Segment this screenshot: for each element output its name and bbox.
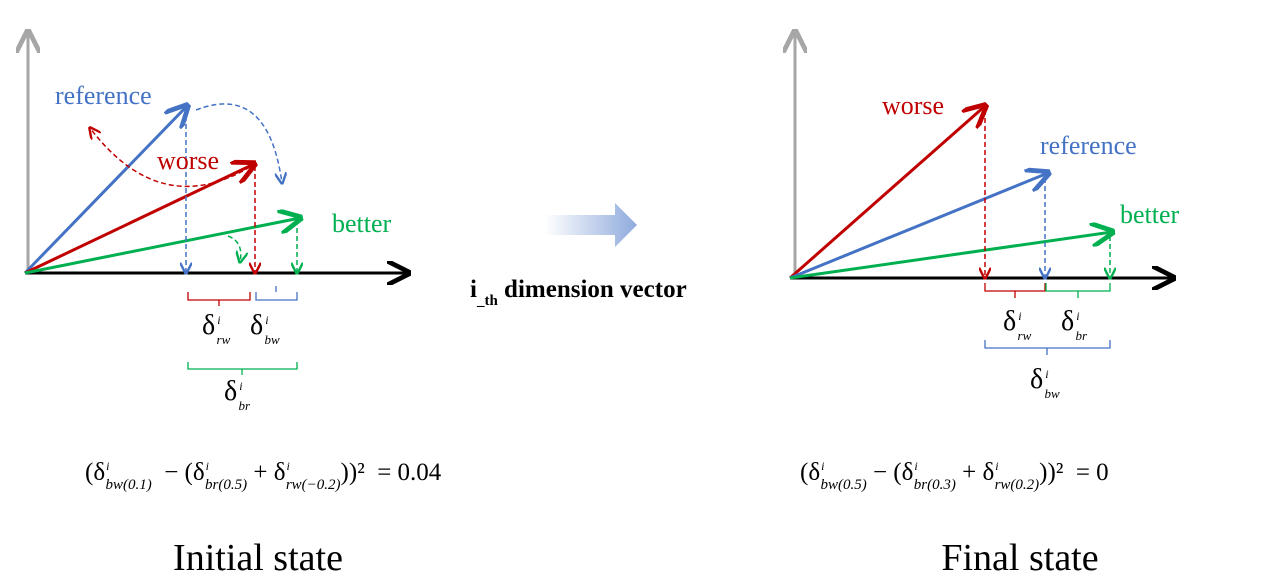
bracket bbox=[984, 340, 1111, 355]
delta: δ bbox=[224, 376, 237, 407]
sub: rw bbox=[1018, 328, 1032, 343]
formula-part: i bbox=[995, 459, 998, 473]
move-arrow bbox=[227, 235, 241, 262]
sup: i bbox=[265, 313, 268, 327]
caption: Final state bbox=[941, 537, 1098, 579]
delta: δ bbox=[1061, 306, 1074, 337]
bracket bbox=[1045, 283, 1111, 298]
vector bbox=[23, 106, 187, 275]
label-rest: dimension vector bbox=[498, 276, 687, 303]
vector bbox=[789, 106, 985, 280]
bracket bbox=[255, 286, 298, 301]
vector bbox=[789, 232, 1112, 280]
delta: δ bbox=[250, 310, 263, 341]
formula: (δi bw(0.5) − (δi br(0.3) + δi rw(0.2)))² =… bbox=[800, 459, 1109, 493]
delta-label: δ i bw bbox=[1030, 364, 1060, 401]
formula-part: (δ bbox=[800, 459, 820, 486]
vector-label: better bbox=[332, 209, 392, 238]
sup: i bbox=[1076, 309, 1079, 323]
sup: i bbox=[217, 313, 220, 327]
delta-label: δ i rw bbox=[202, 310, 231, 347]
vector-label: worse bbox=[157, 146, 219, 175]
formula-part: rw(0.2) bbox=[995, 477, 1040, 493]
formula-part: br(0.5) bbox=[205, 477, 247, 493]
vector-label: worse bbox=[882, 91, 944, 120]
bracket bbox=[187, 362, 298, 375]
sub: bw bbox=[1045, 386, 1061, 401]
caption: Initial state bbox=[173, 537, 343, 579]
vector-label: reference bbox=[55, 81, 152, 110]
delta-label: δ i br bbox=[224, 376, 251, 413]
delta-label: δ i bw bbox=[250, 310, 280, 347]
formula-part: = 0 bbox=[1063, 459, 1108, 486]
delta: δ bbox=[1003, 306, 1016, 337]
initial-panel: reference worse better δ i rw δ i bw δ i br (δ… bbox=[25, 32, 442, 579]
sup: i bbox=[239, 379, 242, 393]
formula-part: + δ bbox=[956, 459, 994, 486]
sup: i bbox=[1045, 367, 1048, 381]
formula-part: rw(−0.2) bbox=[286, 477, 341, 493]
transition-arrow bbox=[545, 203, 637, 247]
center-label: i_th dimension vector bbox=[470, 276, 687, 309]
delta-label: δ i rw bbox=[1003, 306, 1032, 343]
label-sub: _th bbox=[476, 293, 498, 309]
move-arrow bbox=[195, 103, 282, 183]
formula-part: i bbox=[106, 459, 109, 473]
formula-part: i bbox=[286, 459, 289, 473]
label-main: i bbox=[470, 276, 477, 303]
sub: br bbox=[1076, 328, 1089, 343]
delta: δ bbox=[202, 310, 215, 341]
formula-part: + δ bbox=[247, 459, 285, 486]
delta-label: δ i br bbox=[1061, 306, 1088, 343]
formula-part: ))² bbox=[1039, 459, 1063, 486]
formula-part: − (δ bbox=[867, 459, 914, 486]
move-arrow bbox=[90, 128, 251, 187]
formula-part: i bbox=[914, 459, 917, 473]
vector bbox=[789, 173, 1048, 280]
formula-part: i bbox=[821, 459, 824, 473]
sup: i bbox=[1018, 309, 1021, 323]
formula-part: = 0.04 bbox=[365, 459, 442, 486]
vector bbox=[24, 164, 254, 275]
bracket bbox=[187, 292, 251, 306]
formula-part: br(0.3) bbox=[914, 477, 956, 493]
final-panel: worse reference better δ i rw δ i br δ i bw (δ… bbox=[790, 32, 1180, 579]
bracket bbox=[984, 283, 1046, 298]
delta: δ bbox=[1030, 364, 1043, 395]
formula-part: bw(0.5) bbox=[820, 477, 866, 493]
formula-part: − (δ bbox=[152, 459, 205, 486]
vector-label: better bbox=[1120, 200, 1180, 229]
vector-label: reference bbox=[1040, 131, 1137, 160]
formula-part: ))² bbox=[341, 459, 365, 486]
transition: i_th dimension vector bbox=[470, 203, 687, 309]
sub: bw bbox=[265, 332, 281, 347]
formula: (δi bw(0.1) − (δi br(0.5) + δi rw(−0.2)))² … bbox=[85, 459, 442, 493]
vector bbox=[24, 218, 300, 275]
sub: rw bbox=[217, 332, 231, 347]
formula-part: (δ bbox=[85, 459, 105, 486]
sub: br bbox=[239, 398, 252, 413]
formula-part: i bbox=[206, 459, 209, 473]
formula-part: bw(0.1) bbox=[105, 477, 151, 493]
